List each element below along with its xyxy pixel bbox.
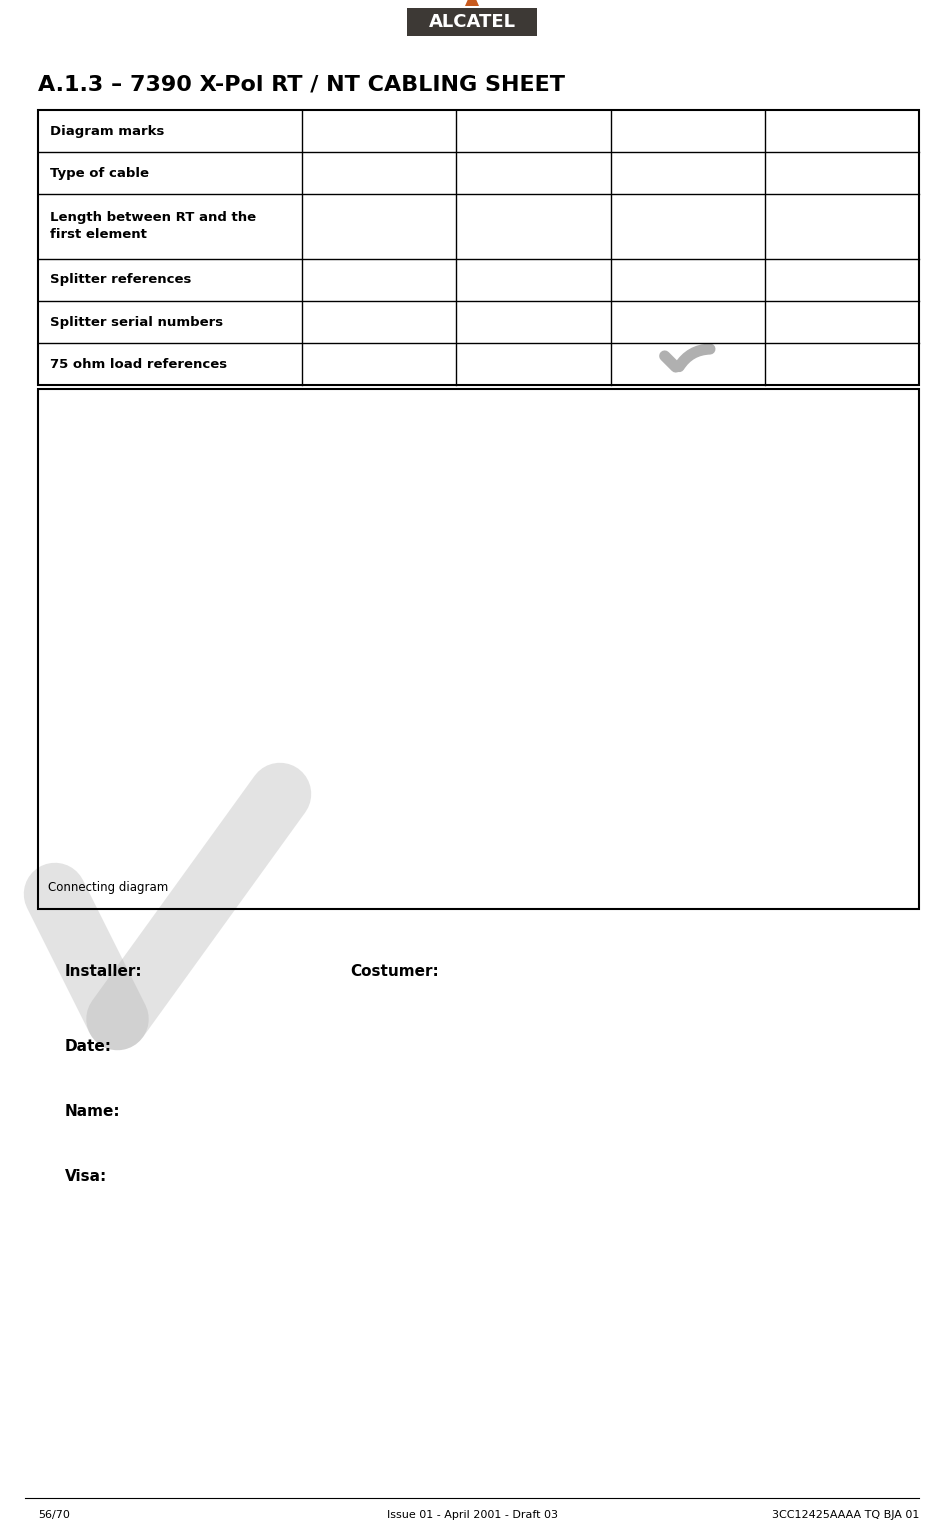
Bar	[38, 110, 919, 385]
Text: 56/70: 56/70	[38, 1510, 70, 1520]
Text: Type of cable: Type of cable	[50, 167, 149, 179]
Text: A.1.3 – 7390 X-Pol RT / NT CABLING SHEET: A.1.3 – 7390 X-Pol RT / NT CABLING SHEET	[38, 75, 565, 95]
Text: Diagram marks: Diagram marks	[50, 124, 164, 138]
Text: Costumer:: Costumer:	[350, 964, 439, 979]
Text: Connecting diagram: Connecting diagram	[48, 882, 168, 894]
Text: Date:: Date:	[65, 1039, 112, 1054]
Text: 3CC12425AAAA TQ BJA 01: 3CC12425AAAA TQ BJA 01	[771, 1510, 919, 1520]
Text: Length between RT and the
first element: Length between RT and the first element	[50, 211, 256, 241]
Text: Visa:: Visa:	[65, 1169, 108, 1184]
Text: ALCATEL: ALCATEL	[429, 14, 515, 31]
Text: Issue 01 - April 2001 - Draft 03: Issue 01 - April 2001 - Draft 03	[386, 1510, 558, 1520]
Text: Splitter serial numbers: Splitter serial numbers	[50, 315, 223, 329]
Text: Installer:: Installer:	[65, 964, 143, 979]
Polygon shape	[465, 0, 479, 6]
Text: 75 ohm load references: 75 ohm load references	[50, 358, 228, 370]
Text: Splitter references: Splitter references	[50, 274, 192, 287]
Text: Name:: Name:	[65, 1105, 121, 1118]
FancyBboxPatch shape	[407, 8, 537, 37]
Bar	[38, 390, 919, 909]
